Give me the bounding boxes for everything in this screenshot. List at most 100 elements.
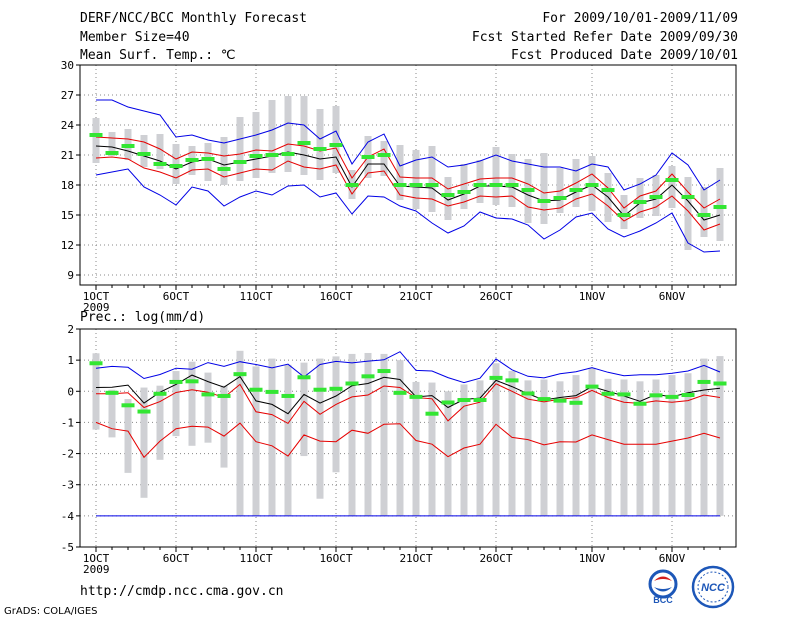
temp-y-tick-label: 21 (61, 149, 74, 162)
prec-range-box (652, 379, 660, 516)
prec-median-marker (601, 391, 615, 396)
temp-range-box (412, 150, 420, 209)
prec-y-tick-label: -2 (61, 448, 74, 461)
prec-range-box (108, 389, 116, 438)
prec-median-marker (201, 392, 215, 397)
temp-range-box (156, 134, 164, 169)
temp-x-tick-label: 1OCT (83, 290, 110, 303)
prec-median-marker (185, 379, 199, 384)
prec-range-box (140, 387, 148, 498)
prec-median-marker (489, 375, 503, 380)
prec-range-box (124, 399, 132, 473)
temp-median-marker (201, 157, 215, 161)
prec-median-marker (137, 409, 151, 414)
temp-median-marker (697, 213, 711, 217)
prec-median-marker (233, 372, 247, 377)
prec-range-box (604, 378, 612, 516)
produced-date-label: Fcst Produced Date 2009/10/01 (511, 48, 738, 63)
temp-median-marker (681, 195, 695, 199)
temp-range-box (444, 177, 452, 220)
bcc-logo: BCC (648, 569, 678, 605)
prec-median-marker (425, 411, 439, 416)
temp-min-line (95, 168, 721, 253)
temp-y-tick-label: 18 (61, 179, 74, 192)
temp-range-box (716, 168, 724, 241)
temp-range-box (508, 154, 516, 207)
grads-credit: GrADS: COLA/IGES (4, 606, 98, 617)
temp-median-marker (169, 164, 183, 168)
temp-median-marker (137, 152, 151, 156)
temp-median-marker (329, 143, 343, 147)
prec-median-marker (377, 369, 391, 374)
prec-panel-title: Prec.: log(mm/d) (80, 310, 205, 325)
prec-y-tick-label: -3 (61, 479, 74, 492)
temp-median-marker (297, 141, 311, 145)
prec-median-marker (649, 393, 663, 398)
prec-range-box (92, 353, 100, 430)
temp-y-tick-label: 9 (67, 269, 74, 282)
temp-range-box (300, 96, 308, 175)
temp-median-marker (473, 183, 487, 187)
temp-median-marker (713, 205, 727, 209)
temp-x-tick-label: 26OCT (479, 290, 512, 303)
prec-range-box (716, 356, 724, 516)
temp-median-marker (153, 162, 167, 166)
prec-range-box (396, 360, 404, 516)
prec-median-marker (249, 387, 263, 392)
prec-median-marker (217, 393, 231, 398)
temp-median-marker (89, 133, 103, 137)
temp-y-tick-label: 24 (61, 119, 75, 132)
temp-range-box (460, 164, 468, 209)
temp-median-marker (569, 188, 583, 192)
prec-range-box (700, 358, 708, 516)
prec-range-box (636, 381, 644, 516)
prec-median-marker (169, 379, 183, 384)
temp-median-marker (281, 152, 295, 156)
prec-max-line (95, 351, 721, 384)
temp-y-tick-label: 27 (61, 89, 74, 102)
prec-range-box (508, 371, 516, 516)
prec-panel (76, 328, 737, 552)
prec-median-marker (633, 401, 647, 406)
prec-range-box (300, 362, 308, 457)
temp-range-box (108, 132, 116, 156)
prec-x-tick-label: 6NOV (659, 552, 686, 565)
prec-range-box (348, 353, 356, 516)
source-url: http://cmdp.ncc.cma.gov.cn (80, 584, 284, 599)
forecast-period-label: For 2009/10/01-2009/11/09 (542, 11, 738, 26)
prec-median-marker (521, 391, 535, 396)
temp-range-box (332, 106, 340, 173)
temp-x-year-label: 2009 (83, 301, 110, 314)
temp-median-marker (409, 183, 423, 187)
prec-range-box (444, 391, 452, 516)
prec-median-marker (441, 400, 455, 405)
prec-median-marker (89, 361, 103, 366)
temp-median-marker (457, 190, 471, 194)
prec-plot-frame (79, 328, 737, 548)
temp-range-box (428, 146, 436, 212)
temp-median-marker (105, 151, 119, 155)
temp-median-marker (233, 160, 247, 164)
temp-median-marker (601, 188, 615, 192)
temp-x-tick-label: 6OCT (163, 290, 190, 303)
temp-range-box (668, 166, 676, 208)
temp-median-marker (665, 178, 679, 182)
temp-range-box (620, 195, 628, 229)
temp-x-tick-label: 21OCT (399, 290, 432, 303)
temp-median-marker (649, 195, 663, 199)
temp-lower-line (95, 156, 721, 231)
prec-range-box (332, 356, 340, 473)
prec-median-marker (585, 384, 599, 389)
prec-median-marker (665, 394, 679, 399)
prec-x-tick-label: 16OCT (319, 552, 352, 565)
prec-median-marker (265, 389, 279, 394)
prec-median-marker (313, 387, 327, 392)
prec-range-box (524, 380, 532, 516)
temp-range-box (396, 145, 404, 200)
prec-median-marker (569, 400, 583, 405)
temp-median-marker (617, 213, 631, 217)
prec-median-marker (105, 390, 119, 395)
prec-x-tick-label: 1NOV (579, 552, 606, 565)
prec-y-tick-label: 0 (67, 385, 74, 398)
temp-range-box (236, 117, 244, 181)
